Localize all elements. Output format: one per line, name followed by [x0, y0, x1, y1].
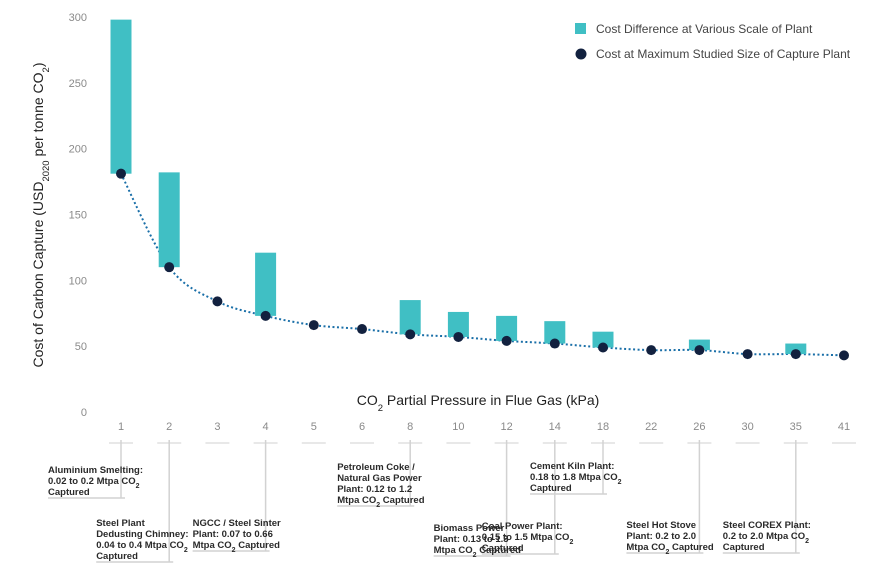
- x-tick-label: 14: [549, 421, 561, 433]
- data-point: [453, 331, 464, 342]
- annotation-line: Natural Gas Power: [337, 473, 422, 484]
- x-tick-label: 22: [645, 421, 657, 433]
- data-point: [212, 296, 223, 307]
- y-tick-label: 0: [81, 407, 87, 419]
- y-tick-label: 200: [69, 144, 87, 156]
- bar: [110, 19, 132, 174]
- x-tick-label: 18: [597, 421, 609, 433]
- trend-line: [120, 173, 845, 357]
- annotation-line: 0.02 to 0.2 Mtpa CO2: [48, 476, 140, 490]
- x-axis-title: CO2 Partial Pressure in Flue Gas (kPa): [357, 392, 600, 414]
- legend-point-swatch: [575, 48, 587, 60]
- annotation-line: Cement Kiln Plant:: [530, 461, 614, 472]
- annotation-line: Mtpa CO2 Captured: [337, 495, 425, 509]
- bar: [785, 343, 807, 355]
- annotation-line: 0.18 to 1.8 Mtpa CO2: [530, 472, 622, 486]
- x-tick-label: 8: [407, 421, 413, 433]
- y-tick-label: 250: [69, 78, 87, 90]
- data-point: [357, 324, 367, 335]
- data-point: [549, 338, 560, 349]
- x-tick-label: 2: [166, 421, 172, 433]
- annotations: Aluminium Smelting:0.02 to 0.2 Mtpa CO2C…: [48, 461, 811, 562]
- y-tick-label: 300: [69, 12, 87, 24]
- annotation-line: Plant: 0.12 to 1.2: [337, 484, 412, 495]
- data-point: [164, 262, 175, 273]
- x-tick-label: 41: [838, 421, 850, 433]
- bar: [255, 252, 277, 316]
- data-point: [405, 329, 416, 340]
- annotation-line: Petroleum Coke /: [337, 462, 415, 473]
- data-point: [308, 320, 319, 331]
- x-tick-label: 10: [452, 421, 464, 433]
- y-tick-label: 100: [69, 275, 87, 287]
- annotation-leaders: [48, 440, 800, 563]
- x-tick-label: 26: [693, 421, 705, 433]
- annotation-line: Mtpa CO2 Captured: [434, 545, 522, 559]
- annotation-line: Captured: [48, 487, 90, 498]
- annotation-line: Captured: [96, 551, 138, 562]
- bar: [399, 300, 421, 335]
- data-point: [646, 345, 657, 356]
- data-point: [839, 350, 849, 361]
- point-series: [116, 168, 849, 361]
- annotation-line: Plant: 0.07 to 0.66: [193, 529, 273, 540]
- bar-series: [110, 19, 807, 355]
- x-tick-label: 12: [500, 421, 512, 433]
- y-tick-label: 50: [75, 341, 87, 353]
- annotation-line: Dedusting Chimney:: [96, 529, 188, 540]
- bar: [592, 331, 614, 348]
- annotation-line: 0.15 to 1.5 Mtpa CO2: [482, 532, 574, 546]
- x-tick-label: 35: [790, 421, 802, 433]
- legend: Cost Difference at Various Scale of Plan…: [575, 22, 851, 61]
- data-point: [790, 349, 801, 360]
- x-tick-label: 6: [359, 421, 365, 433]
- bar: [447, 311, 469, 337]
- x-tick-label: 4: [263, 421, 269, 433]
- y-axis-title: Cost of Carbon Capture (USD2020 per tonn…: [30, 62, 52, 367]
- annotation-line: Steel Plant: [96, 518, 145, 529]
- annotation-line: Captured: [530, 483, 572, 494]
- annotation-line: Coal Power Plant:: [482, 521, 563, 532]
- annotation-line: Aluminium Smelting:: [48, 465, 143, 476]
- legend-bar-label: Cost Difference at Various Scale of Plan…: [596, 22, 813, 36]
- data-point: [260, 310, 271, 321]
- annotation-line: NGCC / Steel Sinter: [193, 518, 281, 529]
- data-point: [694, 345, 705, 356]
- annotation-line: Plant: 0.13 to 1.3: [434, 534, 509, 545]
- x-tick-label: 1: [118, 421, 124, 433]
- x-tick-label: 30: [741, 421, 753, 433]
- annotation-line: Steel Hot Stove: [626, 520, 696, 531]
- data-point: [501, 335, 512, 346]
- annotation-line: 0.2 to 2.0 Mtpa CO2: [723, 531, 809, 545]
- bar: [544, 321, 566, 344]
- legend-bar-swatch: [575, 23, 586, 34]
- bar: [496, 315, 518, 341]
- x-axis-ticks: 1 2 3 4 5 6 8 10 12 14 18 22 26 30 35 41: [109, 421, 856, 444]
- annotation-line: Steel COREX Plant:: [723, 520, 811, 531]
- annotation-line: Biomass Power: [434, 523, 505, 534]
- y-tick-label: 150: [69, 210, 87, 222]
- annotation-line: Captured: [482, 543, 524, 554]
- data-point: [116, 168, 126, 179]
- bar: [158, 172, 180, 268]
- data-point: [742, 349, 753, 360]
- y-axis-ticks: 0 50 100 150 200 250 300: [69, 12, 87, 419]
- annotation-line: 0.04 to 0.4 Mtpa CO2: [96, 540, 188, 554]
- x-tick-label: 3: [214, 421, 220, 433]
- annotation-line: Plant: 0.2 to 2.0: [626, 531, 696, 542]
- data-point: [598, 342, 608, 353]
- legend-item-points: Cost at Maximum Studied Size of Capture …: [575, 47, 851, 61]
- trend-path: [120, 173, 845, 357]
- legend-point-label: Cost at Maximum Studied Size of Capture …: [596, 47, 851, 61]
- annotation-line: Mtpa CO2 Captured: [193, 540, 281, 554]
- bar: [688, 339, 710, 351]
- legend-item-bars: Cost Difference at Various Scale of Plan…: [575, 22, 813, 36]
- annotation-line: Mtpa CO2 Captured: [626, 542, 714, 556]
- annotation-line: Captured: [723, 542, 765, 553]
- x-tick-label: 5: [311, 421, 317, 433]
